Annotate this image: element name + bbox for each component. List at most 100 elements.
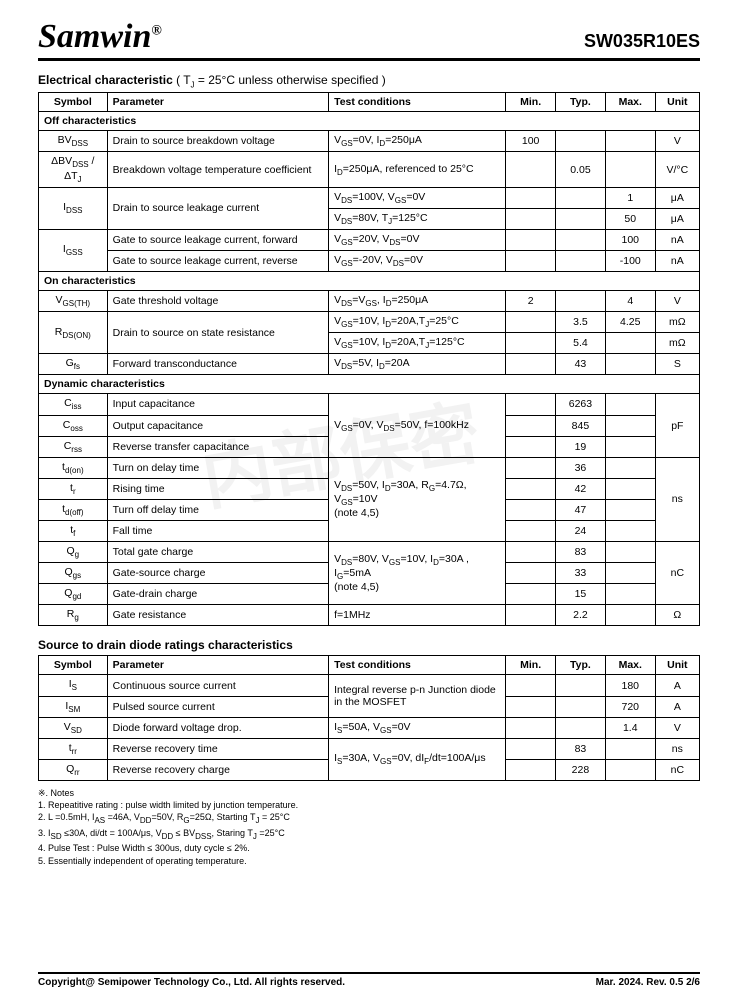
col-symbol: Symbol: [39, 93, 108, 112]
cell-max: [605, 584, 655, 605]
cell-condition: f=1MHz: [329, 605, 506, 626]
col-conditions: Test conditions: [329, 93, 506, 112]
cell-typ: 5.4: [556, 333, 606, 354]
cell-max: [605, 131, 655, 152]
col-unit: Unit: [655, 93, 699, 112]
cell-symbol: Qgs: [39, 563, 108, 584]
cell-parameter: Gate to source leakage current, forward: [107, 229, 328, 250]
table-row: RgGate resistancef=1MHz 2.2 Ω: [39, 605, 700, 626]
cell-parameter: Breakdown voltage temperature coefficien…: [107, 152, 328, 187]
table-row: VSDDiode forward voltage drop.IS=50A, VG…: [39, 717, 700, 738]
cell-unit: ns: [655, 738, 699, 759]
table-row: GfsForward transconductanceVDS=5V, ID=20…: [39, 354, 700, 375]
cell-symbol: BVDSS: [39, 131, 108, 152]
cell-max: 50: [605, 208, 655, 229]
page-footer: Copyright@ Semipower Technology Co., Ltd…: [38, 972, 700, 988]
table-row: ΔBVDSS / ΔTJBreakdown voltage temperatur…: [39, 152, 700, 187]
cell-typ: [556, 229, 606, 250]
cell-condition: VDS=5V, ID=20A: [329, 354, 506, 375]
table-row: ISContinuous source currentIntegral reve…: [39, 675, 700, 696]
cell-min: [506, 478, 556, 499]
note-line: 2. L =0.5mH, IAS =46A, VDD=50V, RG=25Ω, …: [38, 811, 700, 827]
cell-min: 2: [506, 291, 556, 312]
cell-condition: VGS=10V, ID=20A,TJ=125°C: [329, 333, 506, 354]
part-number: SW035R10ES: [584, 31, 700, 52]
cell-symbol: IS: [39, 675, 108, 696]
cell-symbol: Rg: [39, 605, 108, 626]
cell-unit: Ω: [655, 605, 699, 626]
cell-parameter: Drain to source breakdown voltage: [107, 131, 328, 152]
cell-min: [506, 759, 556, 780]
cell-symbol: ISM: [39, 696, 108, 717]
cell-min: 100: [506, 131, 556, 152]
subhead-on: On characteristics: [39, 272, 700, 291]
cell-unit: A: [655, 675, 699, 696]
cell-typ: 0.05: [556, 152, 606, 187]
col-typ: Typ.: [556, 656, 606, 675]
cell-symbol: Coss: [39, 415, 108, 436]
cell-parameter: Fall time: [107, 520, 328, 541]
cell-symbol: td(on): [39, 457, 108, 478]
cell-min: [506, 354, 556, 375]
cell-min: [506, 250, 556, 271]
cell-typ: 36: [556, 457, 606, 478]
cell-parameter: Turn off delay time: [107, 499, 328, 520]
cell-max: 720: [605, 696, 655, 717]
cell-unit: A: [655, 696, 699, 717]
cell-min: [506, 542, 556, 563]
cell-typ: 43: [556, 354, 606, 375]
table-row: VGS(TH)Gate threshold voltageVDS=VGS, ID…: [39, 291, 700, 312]
cell-parameter: Gate threshold voltage: [107, 291, 328, 312]
cell-typ: 33: [556, 563, 606, 584]
cell-typ: 2.2: [556, 605, 606, 626]
cell-parameter: Output capacitance: [107, 415, 328, 436]
diode-table: Symbol Parameter Test conditions Min. Ty…: [38, 655, 700, 780]
col-conditions: Test conditions: [329, 656, 506, 675]
cell-parameter: Total gate charge: [107, 542, 328, 563]
cell-parameter: Diode forward voltage drop.: [107, 717, 328, 738]
cell-unit: V/°C: [655, 152, 699, 187]
cell-symbol: Crss: [39, 436, 108, 457]
cell-symbol: RDS(ON): [39, 312, 108, 354]
cell-condition: VGS=10V, ID=20A,TJ=25°C: [329, 312, 506, 333]
cell-unit: mΩ: [655, 312, 699, 333]
cell-max: 1.4: [605, 717, 655, 738]
cell-min: [506, 312, 556, 333]
cell-parameter: Continuous source current: [107, 675, 328, 696]
cell-max: [605, 520, 655, 541]
notes-block: ※. Notes 1. Repeatitive rating : pulse w…: [38, 787, 700, 867]
cell-parameter: Reverse transfer capacitance: [107, 436, 328, 457]
col-typ: Typ.: [556, 93, 606, 112]
cell-min: [506, 229, 556, 250]
subhead-dyn: Dynamic characteristics: [39, 375, 700, 394]
note-line: 5. Essentially independent of operating …: [38, 855, 700, 867]
cell-symbol: Qrr: [39, 759, 108, 780]
note-line: 3. ISD ≤30A, di/dt = 100A/μs, VDD ≤ BVDS…: [38, 827, 700, 843]
cell-max: [605, 542, 655, 563]
cell-min: [506, 584, 556, 605]
table-row: RDS(ON)Drain to source on state resistan…: [39, 312, 700, 333]
notes-title: ※. Notes: [38, 787, 700, 799]
cell-condition: VGS=0V, ID=250μA: [329, 131, 506, 152]
cell-symbol: tf: [39, 520, 108, 541]
cell-min: [506, 333, 556, 354]
cell-max: 100: [605, 229, 655, 250]
cell-min: [506, 499, 556, 520]
cell-max: 1: [605, 187, 655, 208]
cell-max: [605, 457, 655, 478]
cell-max: [605, 333, 655, 354]
cell-max: [605, 436, 655, 457]
cell-condition: VDS=50V, ID=30A, RG=4.7Ω, VGS=10V(note 4…: [329, 457, 506, 541]
table-row: trrReverse recovery timeIS=30A, VGS=0V, …: [39, 738, 700, 759]
cell-parameter: Turn on delay time: [107, 457, 328, 478]
cell-max: [605, 152, 655, 187]
table-header-row: Symbol Parameter Test conditions Min. Ty…: [39, 93, 700, 112]
cell-typ: [556, 250, 606, 271]
cell-typ: [556, 675, 606, 696]
cell-parameter: Rising time: [107, 478, 328, 499]
cell-condition: VGS=20V, VDS=0V: [329, 229, 506, 250]
electrical-table: Symbol Parameter Test conditions Min. Ty…: [38, 92, 700, 626]
cell-parameter: Gate resistance: [107, 605, 328, 626]
cell-min: [506, 520, 556, 541]
cell-min: [506, 152, 556, 187]
